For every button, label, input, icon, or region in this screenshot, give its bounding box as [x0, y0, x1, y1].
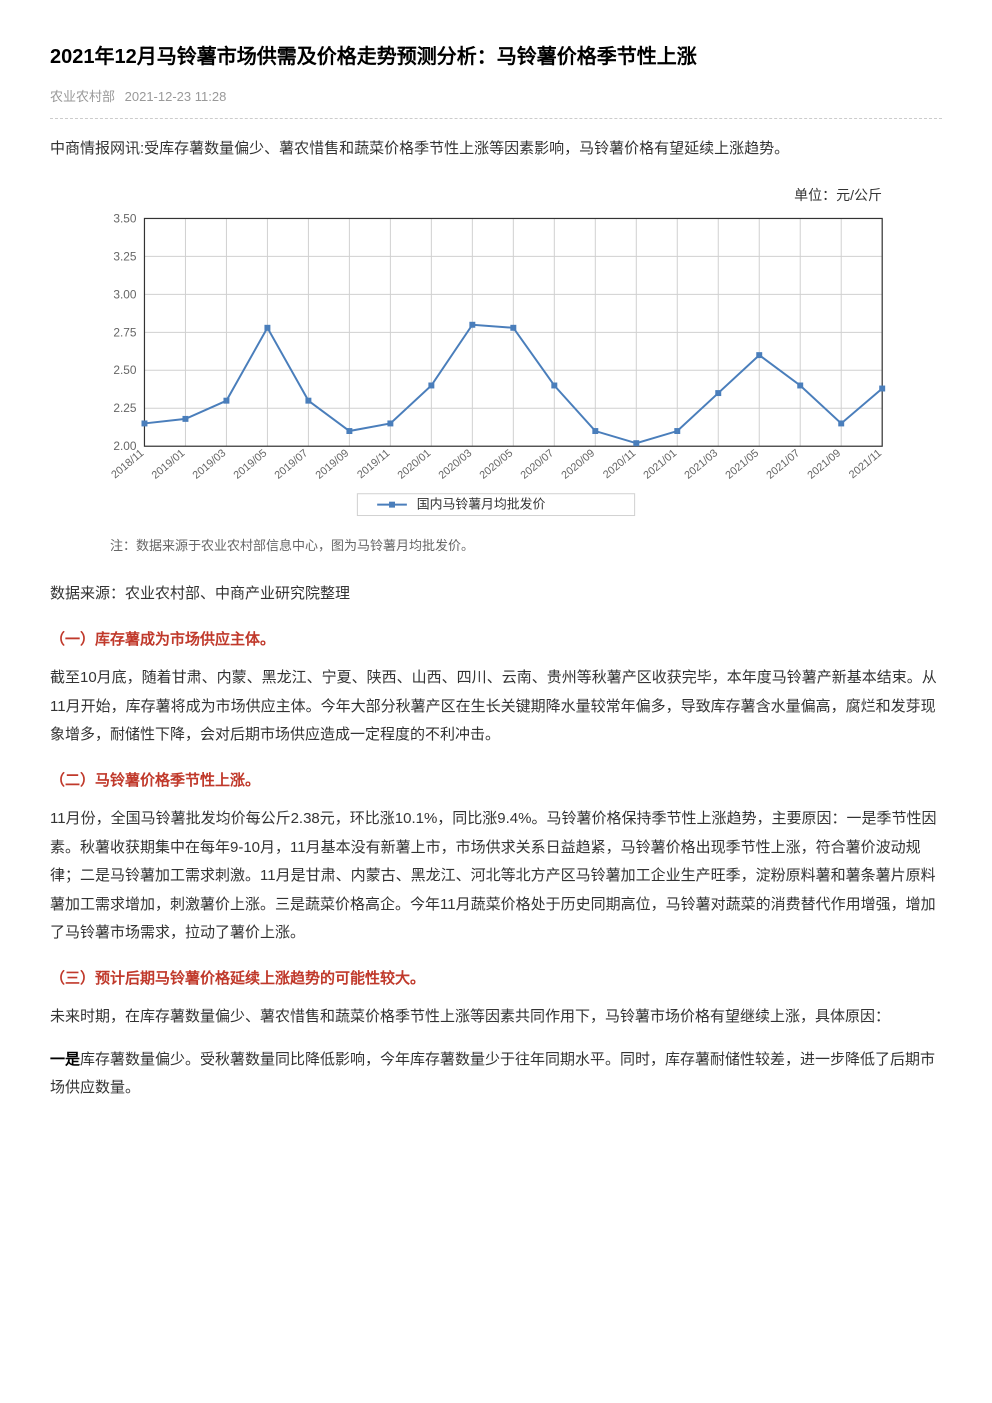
svg-text:2020/03: 2020/03 — [436, 448, 474, 482]
data-source-label: 数据来源：农业农村部、中商产业研究院整理 — [50, 581, 942, 607]
section-1-heading: （一）库存薯成为市场供应主体。 — [50, 627, 942, 653]
svg-text:2020/05: 2020/05 — [477, 448, 515, 482]
section-2-heading: （二）马铃薯价格季节性上涨。 — [50, 768, 942, 794]
svg-text:2.25: 2.25 — [113, 402, 137, 416]
svg-text:2021/09: 2021/09 — [805, 448, 843, 482]
point-1-prefix: 一是 — [50, 1051, 80, 1068]
svg-text:2020/11: 2020/11 — [601, 448, 638, 482]
svg-text:2.75: 2.75 — [113, 326, 137, 340]
divider — [50, 118, 942, 119]
section-2-prefix: （二） — [50, 772, 95, 789]
svg-text:2021/11: 2021/11 — [847, 448, 884, 482]
section-2-title: 马铃薯价格季节性上涨。 — [95, 772, 260, 789]
svg-text:2021/07: 2021/07 — [764, 448, 802, 482]
svg-text:2019/03: 2019/03 — [191, 448, 229, 482]
section-3-body: 未来时期，在库存薯数量偏少、薯农惜售和蔬菜价格季节性上涨等因素共同作用下，马铃薯… — [50, 1003, 942, 1032]
section-3-prefix: （三） — [50, 970, 95, 987]
point-1-text: 库存薯数量偏少。受秋薯数量同比降低影响，今年库存薯数量少于往年同期水平。同时，库… — [50, 1051, 935, 1097]
point-1: 一是库存薯数量偏少。受秋薯数量同比降低影响，今年库存薯数量少于往年同期水平。同时… — [50, 1046, 942, 1103]
svg-text:2.50: 2.50 — [113, 364, 137, 378]
publish-date: 2021-12-23 11:28 — [125, 89, 227, 104]
svg-text:2019/05: 2019/05 — [232, 448, 270, 482]
svg-text:2019/07: 2019/07 — [273, 448, 311, 482]
svg-text:2020/07: 2020/07 — [518, 448, 556, 482]
section-3-heading: （三）预计后期马铃薯价格延续上涨趋势的可能性较大。 — [50, 966, 942, 992]
svg-text:2020/09: 2020/09 — [559, 448, 597, 482]
chart-unit-label: 单位：元/公斤 — [50, 184, 942, 208]
svg-text:国内马铃薯月均批发价: 国内马铃薯月均批发价 — [417, 497, 546, 512]
svg-text:2019/09: 2019/09 — [313, 448, 351, 482]
section-1-body: 截至10月底，随着甘肃、内蒙、黑龙江、宁夏、陕西、山西、四川、云南、贵州等秋薯产… — [50, 664, 942, 750]
svg-text:2019/01: 2019/01 — [150, 448, 188, 482]
intro-paragraph: 中商情报网讯:受库存薯数量偏少、薯农惜售和蔬菜价格季节性上涨等因素影响，马铃薯价… — [50, 135, 942, 164]
section-3-title: 预计后期马铃薯价格延续上涨趋势的可能性较大。 — [95, 970, 425, 987]
section-1-prefix: （一） — [50, 631, 95, 648]
svg-text:2021/03: 2021/03 — [682, 448, 720, 482]
svg-text:2021/01: 2021/01 — [641, 448, 679, 482]
price-chart: 2.002.252.502.753.003.253.502018/112019/… — [90, 207, 902, 527]
svg-text:2019/11: 2019/11 — [355, 448, 392, 482]
article-title: 2021年12月马铃薯市场供需及价格走势预测分析：马铃薯价格季节性上涨 — [50, 40, 942, 74]
chart-note: 注：数据来源于农业农村部信息中心，图为马铃薯月均批发价。 — [110, 535, 942, 557]
section-1-title: 库存薯成为市场供应主体。 — [95, 631, 275, 648]
svg-text:2021/05: 2021/05 — [723, 448, 761, 482]
svg-text:3.50: 3.50 — [113, 212, 137, 226]
section-2-body: 11月份，全国马铃薯批发均价每公斤2.38元，环比涨10.1%，同比涨9.4%。… — [50, 805, 942, 948]
source-name: 农业农村部 — [50, 89, 115, 104]
svg-text:3.00: 3.00 — [113, 288, 137, 302]
svg-text:2020/01: 2020/01 — [395, 448, 433, 482]
svg-text:3.25: 3.25 — [113, 250, 137, 264]
article-meta: 农业农村部 2021-12-23 11:28 — [50, 86, 942, 108]
